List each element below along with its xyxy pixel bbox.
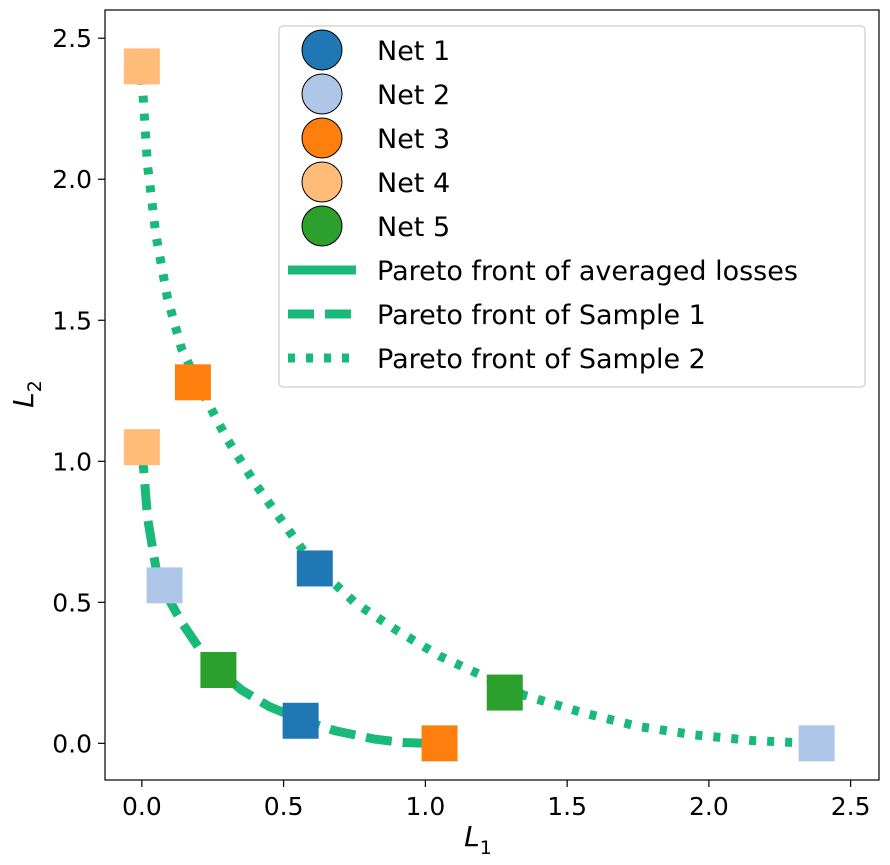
net5-marker-1	[200, 652, 237, 688]
legend-label-net3: Net 3	[377, 124, 450, 155]
x-tick-label: 2.5	[831, 792, 871, 821]
legend-label-front2: Pareto front of Sample 1	[377, 300, 706, 331]
legend-handle-net1	[301, 29, 343, 71]
legend-label-net2: Net 2	[377, 80, 450, 111]
net2-marker-1	[146, 567, 183, 604]
y-tick-label: 1.5	[52, 306, 92, 335]
legend-label-net4: Net 4	[377, 168, 450, 199]
y-tick-label: 1.0	[52, 447, 92, 476]
net-markers	[123, 48, 835, 762]
x-axis-label: L1	[464, 820, 492, 859]
legend-label-front1: Pareto front of averaged losses	[377, 256, 798, 287]
net2-marker-2	[798, 725, 835, 762]
x-tick-label: 1.5	[547, 792, 587, 821]
legend-items: Net 1 Net 2 Net 3 Net 4 Net 5 Pareto front of…	[288, 29, 798, 375]
front-line-3	[137, 77, 812, 748]
x-tick-label: 1.0	[405, 792, 445, 821]
net4-marker-2	[123, 48, 160, 85]
x-tick-label: 0.0	[122, 792, 162, 821]
net1-marker-2	[296, 550, 333, 587]
y-tick-label: 0.0	[52, 729, 92, 758]
legend-handle-net2	[301, 73, 343, 115]
y-tick-label: 2.0	[52, 165, 92, 194]
x-tick-label: 2.0	[689, 792, 729, 821]
net5-marker-2	[486, 674, 523, 711]
net3-marker-2	[174, 364, 211, 401]
legend-box	[278, 25, 866, 388]
legend-label-net5: Net 5	[377, 212, 450, 243]
legend-handle-net5	[301, 205, 343, 247]
x-axis-ticks: 0.0 0.5 1.0 1.5 2.0 2.5	[122, 780, 871, 821]
legend-label-net1: Net 1	[377, 36, 450, 67]
legend-handle-net3	[301, 117, 343, 159]
legend-label-front3: Pareto front of Sample 2	[377, 344, 706, 375]
y-tick-label: 0.5	[52, 588, 92, 617]
net4-marker-1	[123, 429, 160, 466]
plot-frame	[104, 9, 880, 781]
net1-marker-1	[282, 702, 319, 739]
y-tick-label: 2.5	[52, 24, 92, 53]
y-axis-label: L2	[7, 380, 46, 408]
legend-handle-net4	[301, 161, 343, 203]
x-tick-label: 0.5	[264, 792, 304, 821]
net3-marker-1	[421, 725, 458, 762]
legend: Net 1 Net 2 Net 3 Net 4 Net 5 Pareto front of…	[278, 25, 866, 388]
y-axis-ticks: 0.0 0.5 1.0 1.5 2.0 2.5	[52, 24, 105, 758]
